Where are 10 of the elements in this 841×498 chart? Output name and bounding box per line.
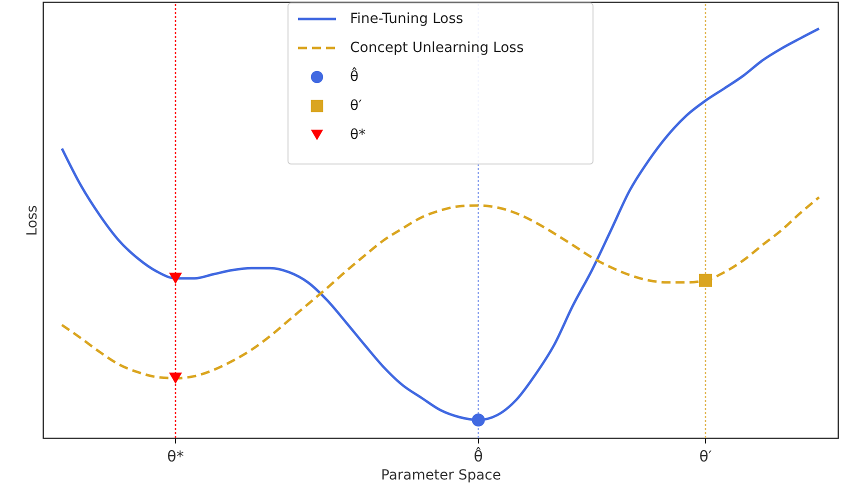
x-tick-label: θ′ [699,448,712,466]
legend-label: Concept Unlearning Loss [350,40,524,56]
y-axis-title: Loss [24,205,40,236]
legend-label: θ* [350,127,366,143]
x-tick-label: θ* [167,448,184,466]
legend-label: Fine-Tuning Loss [350,11,464,27]
x-axis-title: Parameter Space [381,468,501,484]
legend-label: θ̂ [350,66,359,85]
x-tick-label: θ̂ [474,446,483,466]
legend-label: θ′ [350,98,362,114]
